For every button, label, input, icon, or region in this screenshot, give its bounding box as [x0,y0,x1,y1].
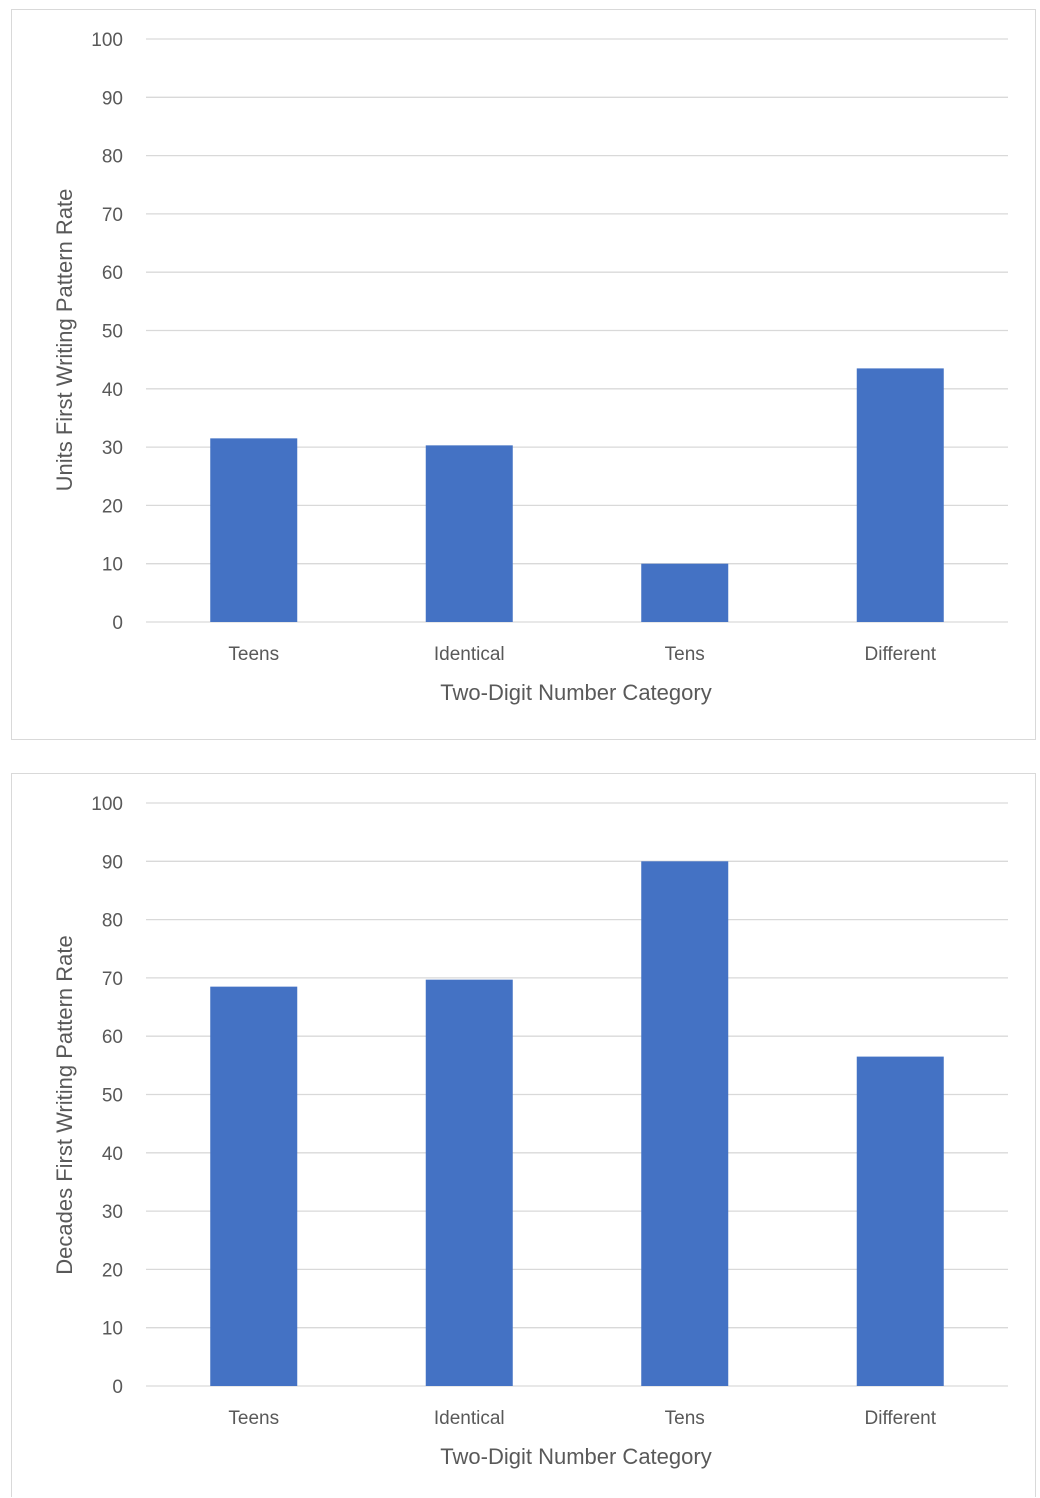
category-label-different: Different [865,1408,937,1429]
y-tick-label: 100 [91,794,123,815]
bar-different [856,368,944,622]
y-tick-label: 10 [102,1319,123,1340]
y-tick-label: 90 [102,88,123,109]
bar-tens [641,861,729,1386]
y-tick-label: 90 [102,852,123,873]
bars [210,368,944,622]
bar-teens [210,438,298,622]
category-label-tens: Tens [665,644,705,665]
bar-tens [641,563,729,622]
decades-first-chart-svg: 0 10 20 30 40 50 60 70 80 90 100 Teens Identical Ten… [52,794,1008,1469]
category-labels: Teens Identical Tens Different [228,644,936,665]
y-axis-title: Units First Writing Pattern Rate [52,189,77,492]
y-tick-label: 50 [102,322,123,343]
category-label-different: Different [865,644,937,665]
y-tick-labels: 0 10 20 30 40 50 60 70 80 90 100 [91,30,123,634]
bars [210,861,944,1386]
category-labels: Teens Identical Tens Different [228,1408,936,1429]
y-tick-label: 80 [102,147,123,168]
y-tick-label: 30 [102,1202,123,1223]
y-tick-label: 50 [102,1086,123,1107]
y-axis-title: Decades First Writing Pattern Rate [52,935,77,1275]
y-tick-label: 70 [102,205,123,226]
bar-different [856,1056,944,1386]
category-label-tens: Tens [665,1408,705,1429]
y-tick-label: 60 [102,263,123,284]
y-tick-label: 40 [102,1144,123,1165]
units-first-chart-svg: 0 10 20 30 40 50 60 70 80 90 100 Teens Identical Ten… [52,30,1008,705]
units-first-chart: 0 10 20 30 40 50 60 70 80 90 100 Teens Identical Ten… [11,9,1036,740]
y-tick-labels: 0 10 20 30 40 50 60 70 80 90 100 [91,794,123,1398]
bar-teens [210,986,298,1386]
bar-identical [425,979,513,1386]
y-tick-label: 100 [91,30,123,51]
y-tick-label: 20 [102,496,123,517]
y-tick-label: 10 [102,555,123,576]
y-tick-label: 80 [102,911,123,932]
bar-identical [425,445,513,622]
y-tick-label: 60 [102,1027,123,1048]
category-label-identical: Identical [434,644,505,665]
decades-first-chart: 0 10 20 30 40 50 60 70 80 90 100 Teens Identical Ten… [11,773,1036,1497]
x-axis-title: Two-Digit Number Category [440,680,711,705]
y-tick-label: 30 [102,438,123,459]
y-tick-label: 20 [102,1260,123,1281]
y-tick-label: 0 [112,613,123,634]
category-label-teens: Teens [228,1408,279,1429]
y-tick-label: 40 [102,380,123,401]
y-tick-label: 70 [102,969,123,990]
x-axis-title: Two-Digit Number Category [440,1444,711,1469]
category-label-identical: Identical [434,1408,505,1429]
y-tick-label: 0 [112,1377,123,1398]
category-label-teens: Teens [228,644,279,665]
